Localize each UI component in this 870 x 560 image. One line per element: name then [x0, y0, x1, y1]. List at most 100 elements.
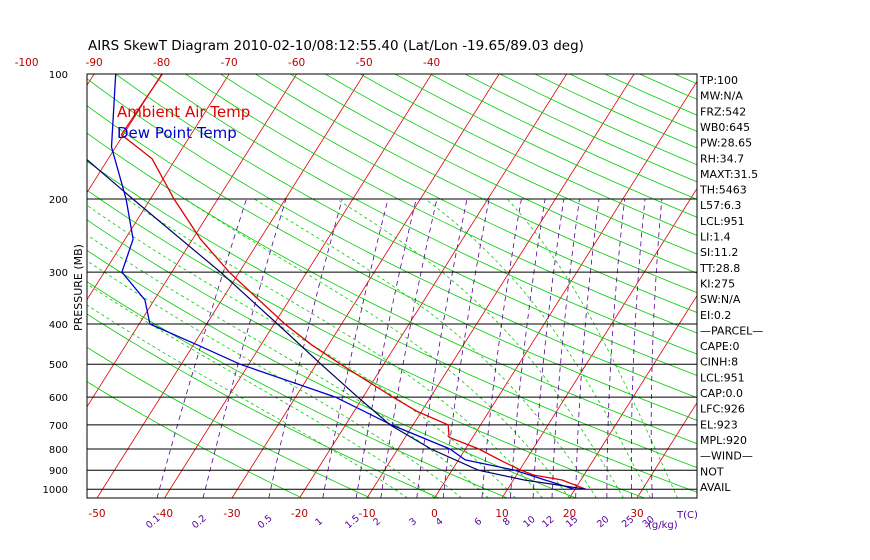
dry-adiabat-line [87, 281, 508, 498]
isotherm-line [840, 65, 870, 498]
pressure-tick-label: 100 [49, 70, 68, 81]
dry-adiabat-line [429, 74, 697, 200]
bottom-axis-tick-labels: -50 -40 -30 -20 -10 0 10 20 30 [88, 508, 643, 520]
dry-adiabat-line [87, 249, 576, 498]
dry-adiabat-line [87, 219, 645, 498]
y-axis-label: PRESSURE (MB) [72, 244, 85, 331]
index-item: LFC:926 [700, 403, 745, 416]
pressure-tick-label: 900 [49, 466, 68, 477]
mixing-ratio-line [355, 198, 417, 498]
isotherm-line [87, 74, 298, 408]
index-item: KI:275 [700, 277, 735, 290]
legend-dew-point: Dew Point Temp [117, 124, 237, 142]
pressure-tick-label: 500 [49, 360, 68, 371]
index-item: —PARCEL— [700, 324, 763, 337]
mixing-ratio-label: 0.2 [190, 513, 209, 531]
dry-adiabat-line [768, 55, 870, 498]
dry-adiabat-line [289, 74, 697, 274]
dry-adiabat-line [184, 74, 697, 334]
plot-frame [86, 73, 698, 499]
index-item: EI:0.2 [700, 309, 731, 322]
index-item: MPL:920 [700, 434, 747, 447]
mixing-ratio-label: 6 [472, 516, 484, 528]
dry-adiabat-line [87, 189, 697, 493]
dry-adiabat-line [149, 74, 697, 355]
mixing-ratio-line [268, 198, 343, 498]
pressure-tick-label: 200 [49, 195, 68, 206]
pressure-tick-label: 1000 [43, 485, 68, 496]
pressure-tick-label: 300 [49, 268, 68, 279]
moist-adiabat-line [253, 198, 597, 498]
moist-adiabat-line [87, 304, 408, 498]
index-item: L57:6.3 [700, 199, 741, 212]
mixing-ratio-label: 12 [540, 514, 556, 530]
bottom-tick-label: 0 [431, 508, 438, 520]
mixing-ratio-label: 8 [501, 516, 513, 528]
top-axis-tick-labels: -120-110-100-90-80-70-60-50-40 [15, 57, 440, 69]
index-item: FRZ:542 [700, 105, 746, 118]
dry-adiabat-line [87, 160, 697, 468]
dry-adiabat-line [254, 74, 697, 294]
bottom-tick-label: 30 [630, 508, 643, 520]
index-item: LI:1.4 [700, 231, 731, 244]
index-item: LCL:951 [700, 215, 745, 228]
dry-adiabat-line [114, 74, 697, 376]
bottom-tick-label: 20 [563, 508, 576, 520]
bottom-tick-label: -20 [291, 508, 308, 520]
thermo-grid [87, 55, 870, 498]
mixing-ratio-unit-label: (g/kg) [648, 520, 678, 531]
mixing-ratio-line [442, 198, 490, 498]
index-item: LCL:951 [700, 371, 745, 384]
bottom-tick-label: 10 [495, 508, 508, 520]
mixing-ratio-line [606, 198, 626, 498]
pressure-tick-label: 700 [49, 421, 68, 432]
dry-adiabat-line [87, 346, 371, 498]
mixing-ratio-line [510, 198, 546, 498]
top-tick-label: -70 [221, 57, 238, 69]
index-item: SI:11.2 [700, 246, 738, 259]
mixing-ratio-line [575, 198, 600, 498]
top-tick-label: -80 [153, 57, 170, 69]
index-item: NOT [700, 465, 724, 478]
isobars [87, 198, 697, 490]
dry-adiabat-line [464, 74, 697, 183]
isotherm-line [299, 74, 568, 498]
isotherm-line [569, 294, 697, 498]
bottom-tick-label: -30 [223, 508, 240, 520]
index-item: CAP:0.0 [700, 387, 743, 400]
isotherm-line [434, 80, 697, 498]
mixing-ratio-label: 3 [407, 516, 419, 528]
isotherm-line [772, 65, 870, 498]
temperature-unit-label: T(C) [676, 510, 698, 521]
pressure-tick-label: 400 [49, 320, 68, 331]
index-item: WB0:645 [700, 121, 750, 134]
series-dew-point-temp [110, 74, 575, 490]
dry-adiabat-line [534, 74, 697, 149]
pressure-tick-label: 800 [49, 445, 68, 456]
top-tick-label: -90 [86, 57, 103, 69]
index-item: MAXT:31.5 [700, 168, 758, 181]
dry-adiabat-line [219, 74, 697, 314]
bottom-tick-label: -40 [156, 508, 173, 520]
moist-adiabat-line [184, 198, 570, 498]
index-item: —WIND— [700, 450, 753, 463]
mixing-ratio-line [380, 198, 438, 498]
moist-adiabat-line [506, 198, 678, 498]
pressure-tick-labels: 100 200 300 400 500 600 700 800 900 1000 [43, 70, 68, 496]
bottom-tick-label: -50 [88, 508, 105, 520]
isotherm-line [231, 74, 500, 498]
index-item: MW:N/A [700, 90, 743, 103]
mixing-ratio-line [202, 198, 287, 498]
dry-adiabat-line [87, 132, 697, 445]
dry-adiabat-line [324, 74, 697, 255]
mixing-ratio-line [532, 198, 565, 498]
isotherm-line [87, 74, 163, 194]
moist-adiabat-line [87, 234, 489, 498]
profiles [87, 74, 587, 490]
series-parcel [87, 158, 586, 490]
mixing-ratio-line [481, 198, 522, 498]
isotherm-line [636, 402, 697, 498]
mixing-ratio-line [650, 198, 663, 498]
index-item: PW:28.65 [700, 137, 752, 150]
